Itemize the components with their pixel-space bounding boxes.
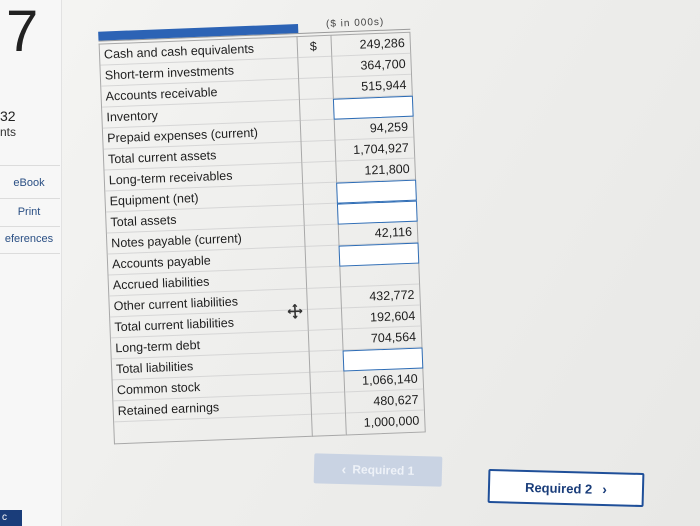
row-value: 515,944	[360, 77, 407, 94]
row-value: 121,800	[364, 161, 410, 178]
row-label: Inventory	[106, 108, 159, 125]
table-row-symbol	[299, 98, 334, 121]
table-row-symbol	[307, 308, 342, 331]
row-label: Short-term investments	[104, 63, 235, 83]
row-label: Accounts payable	[111, 253, 211, 272]
row-label: Total assets	[110, 212, 177, 230]
row-label: Long-term receivables	[108, 168, 233, 188]
row-value: 1,066,140	[361, 371, 418, 388]
points-label: nts	[0, 125, 17, 139]
sidebar-divider	[0, 253, 60, 254]
table-row-value: 42,116	[338, 221, 418, 246]
required-1-button[interactable]: ‹ Required 1	[313, 453, 443, 487]
move-cursor-icon	[287, 303, 303, 319]
left-sidebar: 7 32 nts eBook Print eferences c	[0, 0, 62, 526]
row-label: Total current assets	[107, 148, 217, 167]
sidebar-divider	[0, 198, 60, 199]
table-row-symbol	[307, 287, 341, 310]
row-label: Total liabilities	[115, 359, 194, 377]
table-row-value: 1,704,927	[335, 137, 415, 162]
unit-header: ($ in 000s)	[325, 16, 385, 30]
row-value: 480,627	[373, 392, 419, 409]
row-label: Equipment (net)	[109, 190, 199, 209]
chevron-right-icon: ›	[602, 480, 608, 498]
row-value: 42,116	[374, 224, 413, 241]
row-value: 192,604	[369, 308, 416, 325]
required-2-button[interactable]: Required 2 ›	[487, 468, 645, 508]
table-row-value: 121,800	[336, 158, 416, 183]
row-label: Long-term debt	[115, 338, 201, 356]
row-value: 704,564	[370, 329, 417, 346]
chevron-left-icon: ‹	[341, 461, 347, 478]
row-value: 94,259	[369, 119, 409, 136]
table-row-value	[340, 263, 420, 288]
table-row-value: 432,772	[341, 284, 420, 309]
row-value: 432,772	[369, 287, 415, 304]
table-row-symbol	[300, 119, 335, 142]
table-row-symbol	[303, 203, 338, 226]
row-value: 1,000,000	[363, 413, 420, 430]
table-row-value: 249,286	[331, 32, 411, 57]
print-button[interactable]: Print	[17, 206, 41, 218]
table-row-symbol	[308, 329, 343, 352]
value-column: 249,286 364,700 515,944 94,259 1,704,927 121,…	[330, 31, 426, 436]
row-label: Other current liabilities	[113, 294, 239, 314]
table-row-value: 94,259	[334, 116, 414, 141]
table-row-value: 515,944	[333, 74, 412, 99]
table-row-symbol	[310, 371, 345, 394]
points-value: 32	[0, 108, 16, 124]
currency-symbol: $	[309, 39, 318, 54]
row-value: 1,704,927	[352, 140, 410, 157]
row-label: Common stock	[116, 380, 201, 398]
table-row-value: 704,564	[342, 326, 422, 351]
ebook-button[interactable]: eBook	[13, 177, 45, 189]
table-row-symbol	[311, 392, 345, 415]
corner-tab[interactable]: c	[0, 510, 22, 526]
table-row-value: 192,604	[341, 305, 421, 330]
table-row-value: 1,066,140	[344, 368, 424, 393]
table-row-symbol	[305, 245, 340, 268]
sidebar-divider	[0, 226, 60, 227]
required-2-label: Required 2	[524, 479, 593, 497]
table-row-symbol	[299, 77, 333, 100]
row-label: Prepaid expenses (current)	[106, 125, 259, 146]
table-row-symbol: $	[297, 35, 332, 59]
row-label: Retained earnings	[117, 400, 220, 419]
row-label: Notes payable (current)	[111, 231, 243, 251]
row-label: Total current liabilities	[114, 315, 235, 335]
table-row-value: 364,700	[332, 53, 412, 78]
table-row-symbol	[303, 182, 337, 205]
table-row-symbol	[306, 266, 341, 289]
table-row-value: 1,000,000	[346, 410, 425, 434]
question-number: 7	[6, 0, 39, 64]
row-label: Cash and cash equivalents	[103, 41, 255, 62]
table-row-symbol	[304, 224, 339, 247]
table-row-symbol	[301, 140, 336, 163]
table-row-symbol	[309, 350, 344, 373]
table-row-symbol	[302, 161, 337, 184]
row-value: 364,700	[360, 56, 406, 73]
required-1-label: Required 1	[352, 462, 415, 478]
table-row-symbol	[312, 413, 346, 435]
references-button[interactable]: eferences	[4, 233, 54, 245]
sidebar-divider	[0, 165, 60, 166]
balance-sheet-table: ($ in 000s) Cash and cash equivalents Sho…	[90, 15, 436, 457]
label-column: Cash and cash equivalents Short-term inve…	[98, 36, 312, 445]
row-value: 249,286	[359, 35, 406, 52]
row-label: Accrued liabilities	[112, 274, 210, 293]
table-row-symbol	[298, 56, 333, 80]
row-label: Accounts receivable	[105, 85, 218, 104]
table-row-value: 480,627	[345, 389, 424, 414]
